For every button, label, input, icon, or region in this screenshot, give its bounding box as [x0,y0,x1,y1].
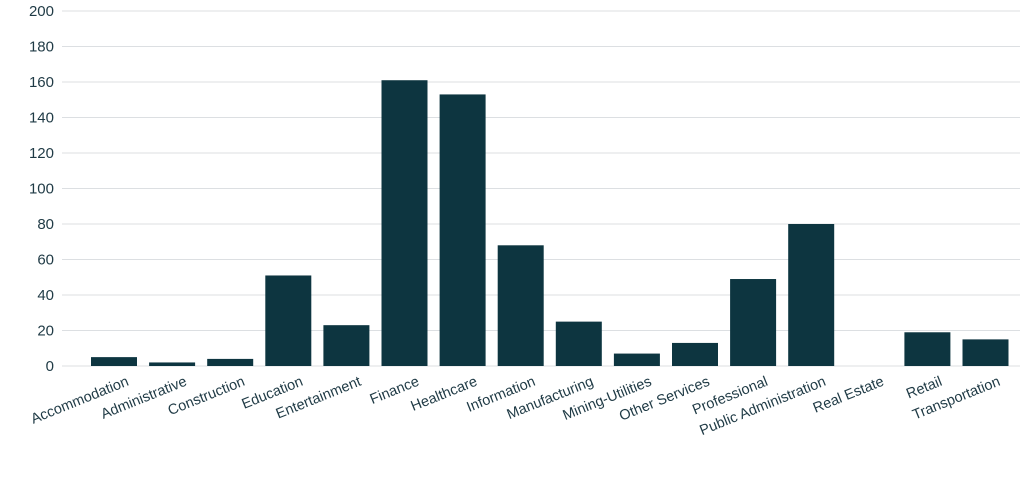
bar [613,353,660,366]
bar [962,339,1009,366]
bar [555,321,602,366]
bar [730,279,777,366]
bar [207,358,254,366]
y-tick-label: 0 [46,358,54,375]
bar [497,245,544,366]
bar [149,362,196,366]
y-tick-label: 60 [37,252,54,269]
bar [672,342,718,366]
x-axis-category-labels: AccommodationAdministrativeConstructionE… [29,374,1003,439]
y-tick-label: 180 [29,39,54,56]
gridlines [62,10,1020,367]
bar [439,94,486,367]
y-tick-label: 80 [37,216,54,233]
y-tick-label: 20 [37,323,54,340]
bar [788,224,835,366]
y-tick-label: 140 [29,110,54,127]
y-axis-tick-labels: 0 20 40 60 80 100 120 140 160 180 200 [29,3,54,375]
bar [381,80,428,366]
bar [904,332,951,366]
bar [323,325,370,366]
bar [91,357,137,366]
bars [91,80,1009,367]
bar [265,275,312,366]
y-tick-label: 100 [29,181,54,198]
y-tick-label: 120 [29,145,54,162]
y-tick-label: 200 [29,3,54,20]
y-tick-label: 160 [29,74,54,91]
y-tick-label: 40 [37,287,54,304]
